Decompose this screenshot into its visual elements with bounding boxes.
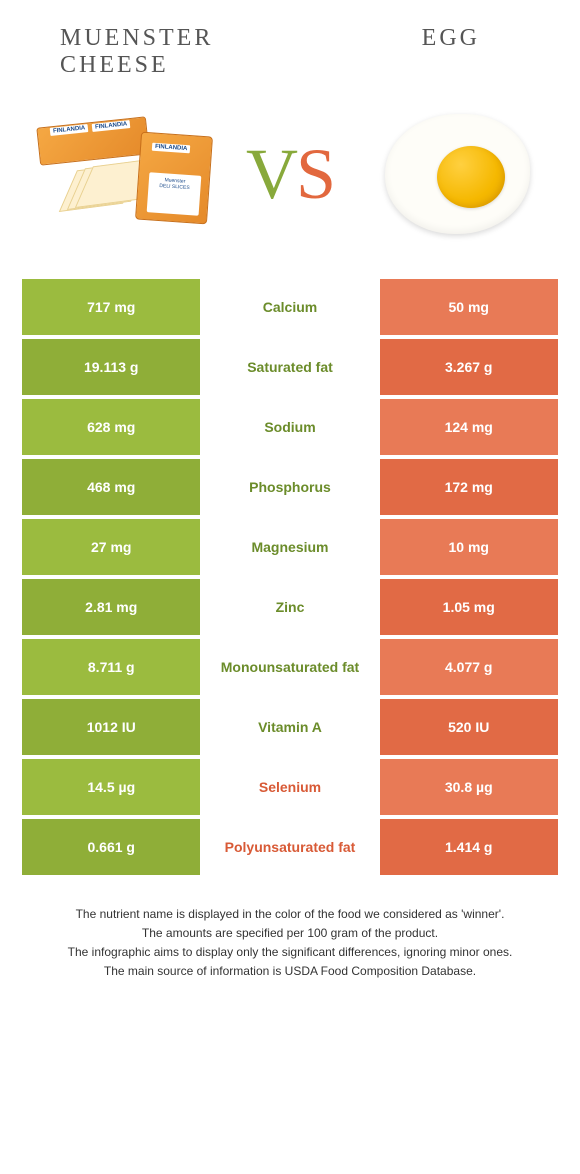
value-right: 124 mg — [380, 399, 558, 455]
table-row: 717 mgCalcium50 mg — [22, 279, 558, 335]
table-row: 27 mgMagnesium10 mg — [22, 519, 558, 575]
value-left: 468 mg — [22, 459, 200, 515]
table-row: 2.81 mgZinc1.05 mg — [22, 579, 558, 635]
title-left: MUENSTER CHEESE — [40, 25, 270, 79]
header: MUENSTER CHEESE EGG — [0, 0, 580, 89]
nutrient-label: Saturated fat — [200, 339, 379, 395]
value-left: 717 mg — [22, 279, 200, 335]
table-row: 0.661 gPolyunsaturated fat1.414 g — [22, 819, 558, 875]
value-left: 14.5 µg — [22, 759, 200, 815]
value-left: 1012 IU — [22, 699, 200, 755]
nutrient-label: Vitamin A — [200, 699, 379, 755]
value-left: 0.661 g — [22, 819, 200, 875]
footer-line-2: The amounts are specified per 100 gram o… — [30, 924, 550, 942]
nutrient-label: Monounsaturated fat — [200, 639, 379, 695]
nutrient-label: Phosphorus — [200, 459, 379, 515]
table-row: 14.5 µgSelenium30.8 µg — [22, 759, 558, 815]
cheese-illustration: FINLANDIA FINLANDIA FINLANDIA MuensterDE… — [30, 104, 215, 244]
vs-v: V — [246, 134, 296, 214]
table-row: 1012 IUVitamin A520 IU — [22, 699, 558, 755]
vs-label: VS — [246, 138, 334, 210]
table-row: 8.711 gMonounsaturated fat4.077 g — [22, 639, 558, 695]
nutrient-label: Magnesium — [200, 519, 379, 575]
value-left: 19.113 g — [22, 339, 200, 395]
value-right: 1.414 g — [380, 819, 558, 875]
footer-line-4: The main source of information is USDA F… — [30, 962, 550, 980]
value-left: 628 mg — [22, 399, 200, 455]
nutrient-label: Sodium — [200, 399, 379, 455]
footer-line-1: The nutrient name is displayed in the co… — [30, 905, 550, 923]
value-right: 520 IU — [380, 699, 558, 755]
nutrient-label: Polyunsaturated fat — [200, 819, 379, 875]
table-row: 628 mgSodium124 mg — [22, 399, 558, 455]
value-right: 1.05 mg — [380, 579, 558, 635]
table-row: 19.113 gSaturated fat3.267 g — [22, 339, 558, 395]
value-right: 4.077 g — [380, 639, 558, 695]
vs-s: S — [296, 134, 334, 214]
value-right: 3.267 g — [380, 339, 558, 395]
nutrient-label: Calcium — [200, 279, 379, 335]
value-right: 50 mg — [380, 279, 558, 335]
table-row: 468 mgPhosphorus172 mg — [22, 459, 558, 515]
comparison-table: 717 mgCalcium50 mg19.113 gSaturated fat3… — [22, 279, 558, 875]
value-right: 10 mg — [380, 519, 558, 575]
footer-line-3: The infographic aims to display only the… — [30, 943, 550, 961]
images-row: FINLANDIA FINLANDIA FINLANDIA MuensterDE… — [0, 89, 580, 269]
value-left: 2.81 mg — [22, 579, 200, 635]
nutrient-label: Zinc — [200, 579, 379, 635]
value-left: 8.711 g — [22, 639, 200, 695]
title-left-line2: CHEESE — [60, 52, 169, 78]
egg-illustration — [365, 104, 550, 244]
value-right: 30.8 µg — [380, 759, 558, 815]
value-right: 172 mg — [380, 459, 558, 515]
title-right: EGG — [270, 25, 540, 79]
nutrient-label: Selenium — [200, 759, 379, 815]
value-left: 27 mg — [22, 519, 200, 575]
title-left-line1: MUENSTER — [60, 25, 213, 51]
footer-notes: The nutrient name is displayed in the co… — [30, 905, 550, 980]
